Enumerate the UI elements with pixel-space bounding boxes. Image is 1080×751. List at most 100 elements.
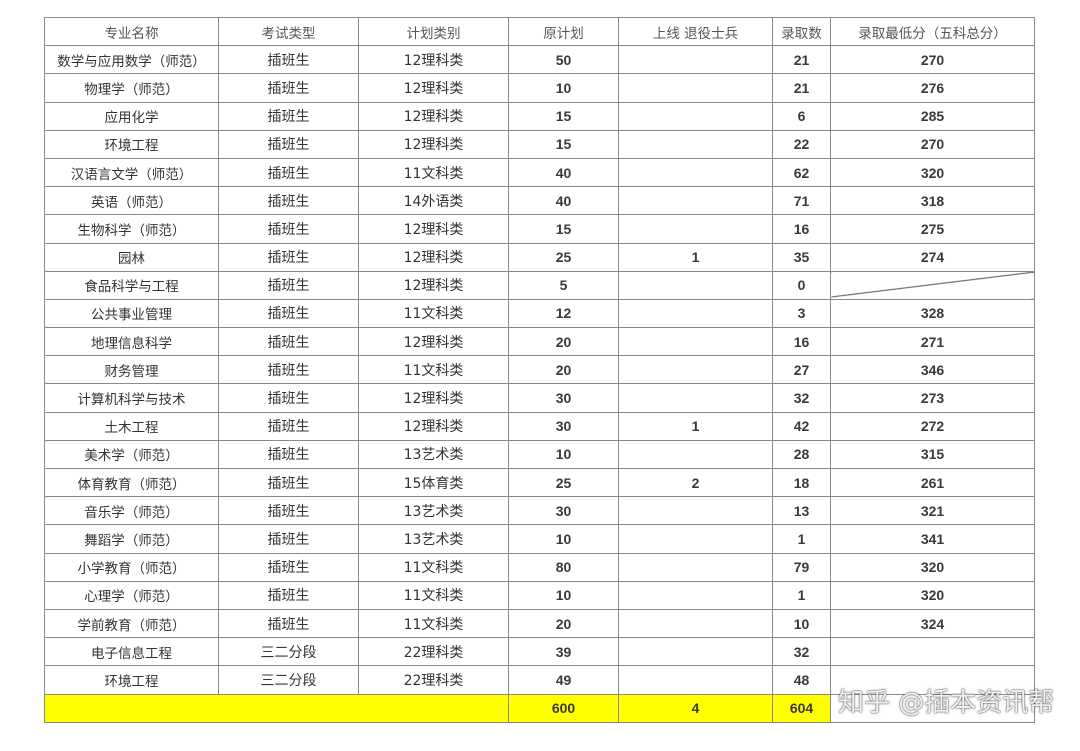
- table-cell: 15: [508, 214, 619, 244]
- table-cell: 270: [830, 129, 1035, 159]
- table-cell: 生物科学（师范）: [44, 214, 219, 244]
- table-cell: 英语（师范）: [44, 186, 219, 216]
- table-cell: [618, 637, 773, 667]
- table-cell: 15体育类: [358, 467, 509, 498]
- table-cell: 32: [772, 383, 831, 413]
- table-row: 园林 插班生 12理科类 25 1 35 274: [44, 242, 1035, 272]
- table-cell: 12理科类: [358, 45, 509, 75]
- total-plan: 600: [508, 693, 619, 723]
- table-cell: 270: [830, 45, 1035, 75]
- table-cell: [618, 439, 773, 470]
- table-cell: 三二分段: [218, 637, 359, 667]
- table-cell: 公共事业管理: [44, 298, 219, 329]
- table-cell: 22理科类: [358, 637, 509, 667]
- table-cell: 插班生: [218, 298, 359, 329]
- table-cell: 30: [508, 411, 619, 441]
- table-row: 环境工程 插班生 12理科类 15 22 270: [44, 129, 1035, 159]
- table-cell: 271: [830, 327, 1035, 357]
- table-row: 学前教育（师范） 插班生 11文科类 20 10 324: [44, 608, 1035, 639]
- table-cell: [618, 298, 773, 329]
- table-cell: 275: [830, 214, 1035, 244]
- table-cell: [618, 157, 773, 188]
- total-veterans: 4: [618, 693, 773, 723]
- table-cell: 346: [830, 355, 1035, 385]
- table-cell: 应用化学: [44, 101, 219, 131]
- table-cell: 261: [830, 467, 1035, 498]
- table-cell: 插班生: [218, 45, 359, 75]
- table-cell: [618, 496, 773, 526]
- table-row: 美术学（师范） 插班生 13艺术类 10 28 315: [44, 439, 1035, 470]
- table-cell: 12理科类: [358, 242, 509, 272]
- table-cell: 10: [508, 580, 619, 610]
- table-cell: 48: [772, 665, 831, 695]
- table-cell: 11文科类: [358, 580, 509, 610]
- table-cell: 小学教育（师范）: [44, 552, 219, 582]
- table-row: 土木工程 插班生 12理科类 30 1 42 272: [44, 411, 1035, 441]
- table-cell: 2: [618, 467, 773, 498]
- table-cell: [618, 383, 773, 413]
- table-cell: [618, 524, 773, 554]
- table-cell: 18: [772, 467, 831, 498]
- table-cell: 插班生: [218, 552, 359, 582]
- table-row: 电子信息工程 三二分段 22理科类 39 32: [44, 637, 1035, 667]
- table-cell: 舞蹈学（师范）: [44, 524, 219, 554]
- table-cell: 1: [772, 524, 831, 554]
- table-row: 音乐学（师范） 插班生 13艺术类 30 13 321: [44, 496, 1035, 526]
- table-cell: 汉语言文学（师范）: [44, 157, 219, 188]
- table-cell: 273: [830, 383, 1035, 413]
- table-cell: 三二分段: [218, 665, 359, 695]
- total-row: 600 4 604: [44, 693, 1035, 723]
- table-cell: 11文科类: [358, 157, 509, 188]
- table-cell: [618, 552, 773, 582]
- table-cell: 1: [772, 580, 831, 610]
- table-cell: 6: [772, 101, 831, 131]
- table-cell: 40: [508, 186, 619, 216]
- table-cell: 插班生: [218, 101, 359, 131]
- admission-table: 专业名称 考试类型 计划类别 原计划 上线 退役士兵 录取数 录取最低分（五科总分） 数学与…: [44, 16, 1035, 723]
- table-cell: 79: [772, 552, 831, 582]
- table-row: 体育教育（师范） 插班生 15体育类 25 2 18 261: [44, 467, 1035, 498]
- table-cell: 341: [830, 524, 1035, 554]
- table-cell: [830, 270, 1035, 300]
- table-cell: [618, 665, 773, 695]
- table-cell: 15: [508, 129, 619, 159]
- table-row: 地理信息科学 插班生 12理科类 20 16 271: [44, 327, 1035, 357]
- table-cell: 324: [830, 608, 1035, 639]
- table-row: 环境工程 三二分段 22理科类 49 48: [44, 665, 1035, 695]
- table-row: 汉语言文学（师范） 插班生 11文科类 40 62 320: [44, 157, 1035, 188]
- table-cell: 3: [772, 298, 831, 329]
- table-row: 小学教育（师范） 插班生 11文科类 80 79 320: [44, 552, 1035, 582]
- column-header: 录取最低分（五科总分）: [830, 16, 1035, 47]
- table-cell: 16: [772, 214, 831, 244]
- table-cell: 插班生: [218, 214, 359, 244]
- table-cell: 320: [830, 580, 1035, 610]
- table-cell: 10: [508, 524, 619, 554]
- table-row: 应用化学 插班生 12理科类 15 6 285: [44, 101, 1035, 131]
- table-cell: 12: [508, 298, 619, 329]
- table-cell: 20: [508, 355, 619, 385]
- total-admitted: 604: [772, 693, 831, 723]
- column-header: 原计划: [508, 16, 619, 47]
- table-row: 心理学（师范） 插班生 11文科类 10 1 320: [44, 580, 1035, 610]
- table-cell: 1: [618, 411, 773, 441]
- total-label-cell: [44, 693, 509, 723]
- table-cell: [618, 608, 773, 639]
- table-cell: 13: [772, 496, 831, 526]
- table-cell: 13艺术类: [358, 439, 509, 470]
- table-cell: 49: [508, 665, 619, 695]
- table-cell: 10: [772, 608, 831, 639]
- table-cell: 80: [508, 552, 619, 582]
- table-cell: [618, 580, 773, 610]
- table-cell: 16: [772, 327, 831, 357]
- table-cell: 12理科类: [358, 101, 509, 131]
- table-cell: [618, 73, 773, 103]
- table-cell: 22理科类: [358, 665, 509, 695]
- table-cell: 财务管理: [44, 355, 219, 385]
- table-cell: 22: [772, 129, 831, 159]
- table-cell: 1: [618, 242, 773, 272]
- table-cell: 学前教育（师范）: [44, 608, 219, 639]
- table-cell: 12理科类: [358, 411, 509, 441]
- table-cell: 心理学（师范）: [44, 580, 219, 610]
- table-cell: 地理信息科学: [44, 327, 219, 357]
- table-cell: 32: [772, 637, 831, 667]
